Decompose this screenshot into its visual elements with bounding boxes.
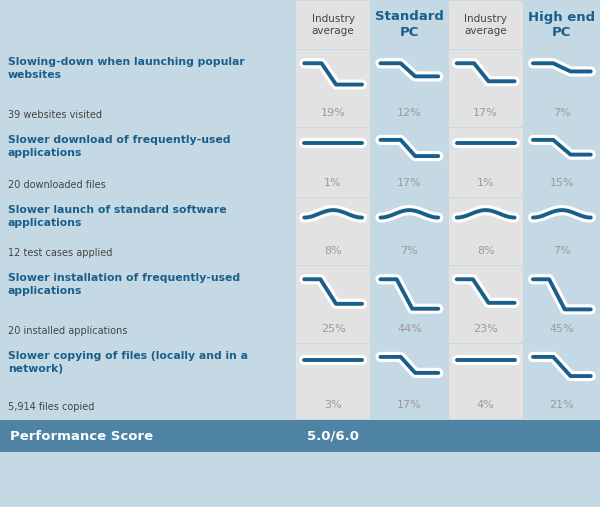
Text: 7%: 7% (553, 108, 571, 118)
Text: 12%: 12% (397, 108, 422, 118)
Bar (449, 266, 523, 343)
Text: 19%: 19% (321, 108, 346, 118)
Text: 17%: 17% (397, 400, 422, 410)
Bar (525, 1, 599, 49)
Bar (525, 266, 599, 343)
Text: Performance Score: Performance Score (10, 429, 153, 443)
Text: 4%: 4% (477, 400, 494, 410)
Bar (0, 420, 600, 452)
Bar (372, 1, 446, 49)
Text: Slower installation of frequently-used
applications: Slower installation of frequently-used a… (8, 273, 240, 296)
Text: Slower launch of standard software
applications: Slower launch of standard software appli… (8, 205, 227, 228)
Text: 39 websites visited: 39 websites visited (8, 110, 102, 120)
Text: Industry
average: Industry average (311, 14, 355, 36)
Text: 8%: 8% (324, 246, 342, 256)
Bar (0, 198, 295, 265)
Bar (449, 50, 523, 127)
Text: 20 installed applications: 20 installed applications (8, 326, 128, 336)
Text: 45%: 45% (550, 324, 574, 334)
Text: 8%: 8% (477, 246, 494, 256)
Text: 21%: 21% (550, 400, 574, 410)
Bar (525, 50, 599, 127)
Bar (525, 198, 599, 265)
Text: 7%: 7% (401, 246, 418, 256)
Bar (372, 198, 446, 265)
Text: 1%: 1% (477, 178, 494, 188)
Bar (296, 128, 370, 197)
Bar (0, 128, 295, 197)
Text: 23%: 23% (473, 324, 498, 334)
Text: 20 downloaded files: 20 downloaded files (8, 180, 106, 190)
Bar (449, 128, 523, 197)
Text: 17%: 17% (397, 178, 422, 188)
Bar (296, 344, 370, 419)
Bar (296, 50, 370, 127)
Bar (296, 1, 370, 49)
Bar (296, 266, 370, 343)
Text: Industry
average: Industry average (464, 14, 507, 36)
Bar (525, 128, 599, 197)
Bar (525, 344, 599, 419)
Bar (0, 266, 295, 343)
Text: 1%: 1% (325, 178, 342, 188)
Text: Slower download of frequently-used
applications: Slower download of frequently-used appli… (8, 135, 230, 158)
Bar (0, 0, 600, 50)
Bar (449, 1, 523, 49)
Bar (0, 50, 295, 127)
Text: 25%: 25% (321, 324, 346, 334)
Text: Slower copying of files (locally and in a
network): Slower copying of files (locally and in … (8, 351, 248, 374)
Bar (372, 344, 446, 419)
Text: Slowing-down when launching popular
websites: Slowing-down when launching popular webs… (8, 57, 245, 80)
Text: 5.0/6.0: 5.0/6.0 (307, 429, 359, 443)
Bar (372, 50, 446, 127)
Bar (449, 198, 523, 265)
Bar (372, 128, 446, 197)
Bar (449, 344, 523, 419)
Text: 3%: 3% (325, 400, 342, 410)
Bar (372, 266, 446, 343)
Bar (296, 198, 370, 265)
Text: 15%: 15% (550, 178, 574, 188)
Text: High end
PC: High end PC (529, 11, 595, 40)
Text: 44%: 44% (397, 324, 422, 334)
Text: 5,914 files copied: 5,914 files copied (8, 402, 94, 412)
Bar (0, 344, 295, 419)
Text: Standard
PC: Standard PC (375, 11, 444, 40)
Text: 7%: 7% (553, 246, 571, 256)
Text: 12 test cases applied: 12 test cases applied (8, 248, 112, 258)
Text: 17%: 17% (473, 108, 498, 118)
